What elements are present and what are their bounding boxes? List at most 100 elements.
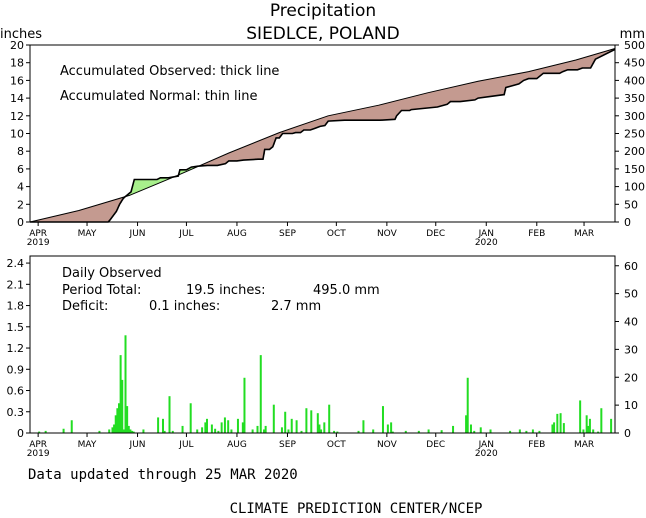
- deficit-fill: [580, 58, 583, 69]
- daily-bar: [131, 430, 134, 433]
- deficit-fill: [52, 216, 55, 222]
- daily-bar: [328, 404, 331, 433]
- deficit-fill: [266, 137, 269, 150]
- daily-bar: [336, 431, 339, 433]
- deficit-fill: [372, 106, 375, 121]
- deficit-fill: [277, 132, 280, 138]
- daily-bar: [290, 418, 293, 433]
- deficit-fill: [442, 89, 445, 106]
- surplus-fill: [142, 179, 145, 190]
- accumulated-right-tick-label: 200: [624, 145, 645, 158]
- daily-title: Daily Observed: [62, 266, 162, 281]
- deficit-fill: [271, 135, 274, 148]
- daily-bar: [466, 377, 469, 433]
- surplus-fill: [140, 179, 143, 191]
- surplus-fill: [183, 169, 186, 173]
- surplus-fill: [163, 177, 166, 181]
- deficit-fill: [90, 206, 93, 222]
- daily-bar: [469, 424, 472, 433]
- deficit-fill: [60, 214, 63, 222]
- deficit-fill: [365, 107, 368, 121]
- deficit-fill: [473, 82, 476, 100]
- daily-bar: [241, 422, 244, 433]
- deficit-fill: [337, 113, 341, 121]
- deficit-fill: [114, 199, 117, 213]
- surplus-fill: [157, 179, 160, 184]
- daily-bar: [562, 423, 565, 433]
- deficit-fill: [429, 92, 432, 108]
- daily-bar: [264, 425, 267, 433]
- deficit-fill: [357, 109, 360, 121]
- deficit-fill: [318, 118, 321, 127]
- daily-month-label: MAR: [574, 440, 594, 450]
- deficit-fill: [46, 217, 49, 222]
- deficit-fill: [386, 102, 389, 120]
- deficit-fill: [606, 50, 609, 54]
- deficit-fill: [474, 81, 477, 100]
- deficit-fill: [222, 155, 225, 165]
- surplus-fill: [186, 169, 189, 172]
- deficit-fill: [59, 214, 62, 222]
- daily-right-tick-label: 40: [624, 316, 638, 329]
- daily-bar: [132, 431, 135, 433]
- deficit-fill: [385, 103, 388, 120]
- deficit-fill: [605, 51, 608, 54]
- accumulated-right-tick-label: 250: [624, 128, 645, 141]
- deficit-fill: [232, 151, 235, 161]
- accumulated-left-tick-label: 18: [10, 57, 24, 70]
- deficit-fill: [324, 116, 327, 125]
- deficit-fill: [512, 74, 515, 86]
- deficit-fill: [593, 54, 596, 61]
- daily-bar: [280, 427, 283, 433]
- deficit-fill: [399, 99, 402, 112]
- deficit-fill: [523, 72, 526, 81]
- deficit-fill: [601, 52, 604, 56]
- deficit-fill: [54, 216, 57, 222]
- daily-bar: [287, 429, 290, 433]
- deficit-fill: [414, 95, 417, 110]
- deficit-fill: [364, 108, 367, 121]
- deficit-fill: [566, 62, 569, 71]
- deficit-fill: [331, 114, 334, 121]
- surplus-fill: [184, 169, 187, 172]
- daily-panel: 0 0.3 0.6 0.9 1.2 1.5 1.8 2.1 2.4 0 10 20 30 40 50 60 AP…: [7, 255, 638, 459]
- deficit-fill: [230, 151, 233, 161]
- deficit-fill: [227, 153, 230, 162]
- deficit-fill: [530, 70, 533, 79]
- accumulated-month-label: NOV: [377, 229, 398, 239]
- left-unit-label: inches: [0, 27, 42, 42]
- deficit-fill: [500, 76, 503, 95]
- deficit-fill: [69, 212, 72, 222]
- daily-plot-frame: [29, 255, 616, 434]
- daily-bar: [417, 430, 420, 433]
- daily-bar: [489, 429, 492, 433]
- daily-bar: [220, 422, 223, 433]
- deficit-fill: [339, 113, 342, 121]
- daily-bar: [600, 408, 603, 433]
- accumulated-normal-line: [29, 48, 616, 223]
- accumulated-right-tick-label: 350: [624, 92, 645, 105]
- deficit-fill: [592, 55, 595, 64]
- deficit-fill: [284, 130, 287, 134]
- daily-bar: [390, 422, 393, 433]
- deficit-fill: [261, 139, 264, 160]
- daily-bar: [333, 430, 336, 433]
- accumulated-month-label: JUL: [178, 229, 193, 239]
- deficit-fill: [248, 144, 251, 160]
- deficit-fill: [579, 58, 582, 69]
- deficit-fill: [210, 160, 213, 166]
- accumulated-left-tick-label: 0: [17, 216, 24, 229]
- deficit-fill: [93, 205, 96, 222]
- daily-bar: [357, 430, 360, 433]
- deficit-fill: [264, 138, 267, 150]
- deficit-fill: [56, 215, 59, 222]
- daily-bar: [210, 424, 213, 433]
- deficit-fill: [292, 127, 295, 134]
- surplus-fill: [150, 179, 153, 187]
- deficit-fill: [111, 200, 114, 217]
- deficit-fill: [49, 217, 52, 222]
- daily-bar: [300, 430, 303, 433]
- daily-bar: [127, 425, 130, 433]
- deficit-fill: [489, 78, 492, 97]
- deficit-fill: [388, 102, 391, 120]
